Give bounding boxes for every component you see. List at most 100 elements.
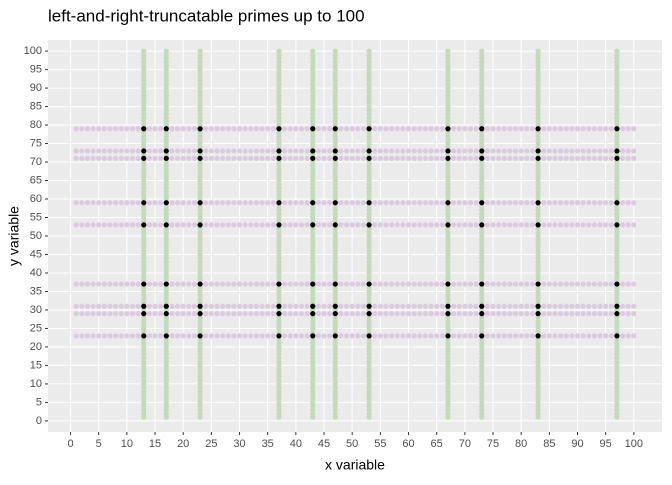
point: [332, 129, 338, 136]
point: [456, 222, 462, 228]
point: [366, 63, 372, 69]
point: [439, 222, 445, 228]
point: [141, 170, 147, 176]
point: [141, 303, 147, 309]
point: [163, 66, 169, 73]
point: [462, 200, 468, 206]
point: [197, 129, 203, 136]
point: [400, 303, 406, 309]
point: [298, 155, 305, 161]
point: [163, 381, 169, 387]
point: [546, 155, 552, 161]
point: [428, 148, 434, 154]
point: [411, 155, 417, 161]
point: [163, 229, 169, 235]
point: [197, 107, 203, 113]
point: [535, 307, 541, 313]
point: [197, 355, 203, 361]
point: [332, 285, 338, 291]
point: [332, 270, 338, 276]
point: [614, 366, 620, 372]
point: [614, 203, 620, 210]
point: [79, 303, 85, 309]
point: [625, 281, 631, 287]
point: [377, 200, 383, 206]
point: [332, 370, 338, 376]
point: [197, 251, 203, 258]
point: [197, 81, 203, 87]
point: [535, 159, 541, 165]
point: [141, 270, 147, 276]
point: [462, 333, 468, 339]
point: [310, 144, 316, 150]
point: [479, 325, 485, 332]
point: [259, 333, 265, 339]
point: [535, 81, 541, 87]
point: [163, 410, 169, 417]
point: [214, 281, 220, 287]
point: [327, 126, 333, 132]
point: [141, 126, 147, 132]
point: [332, 48, 338, 54]
point: [355, 333, 361, 339]
point: [276, 240, 282, 246]
point: [597, 148, 603, 154]
point: [276, 403, 282, 409]
point: [248, 281, 254, 287]
point: [574, 126, 581, 132]
x-axis-title: x variable: [325, 457, 385, 473]
point: [276, 115, 282, 121]
point: [631, 148, 637, 154]
point: [563, 333, 569, 339]
point: [310, 92, 316, 99]
point: [507, 303, 513, 309]
point: [614, 163, 620, 169]
point: [141, 388, 147, 394]
point: [608, 281, 614, 287]
point: [366, 78, 372, 84]
point: [366, 144, 372, 150]
point: [484, 311, 490, 317]
point: [146, 281, 152, 287]
point: [332, 70, 338, 76]
point: [479, 78, 485, 84]
point: [141, 163, 147, 169]
point: [366, 196, 372, 202]
point: [535, 100, 541, 106]
point: [163, 299, 169, 306]
point: [276, 218, 282, 224]
point: [445, 100, 451, 106]
point: [496, 222, 502, 228]
point: [608, 200, 614, 206]
point: [479, 163, 485, 169]
point: [366, 407, 372, 413]
point: [625, 155, 631, 161]
point: [366, 370, 372, 376]
point: [445, 196, 451, 202]
point: [383, 281, 389, 287]
point: [276, 63, 282, 69]
point: [490, 311, 496, 317]
point: [366, 240, 372, 246]
point: [276, 70, 282, 76]
point: [276, 163, 282, 169]
point: [197, 55, 203, 62]
point: [614, 270, 620, 276]
point: [321, 333, 327, 339]
point: [524, 311, 530, 317]
point: [411, 303, 417, 309]
point: [445, 403, 451, 409]
point: [281, 333, 288, 339]
point: [614, 355, 620, 361]
point: [141, 200, 147, 206]
point: [450, 148, 457, 154]
point: [141, 351, 147, 357]
point: [174, 200, 181, 206]
point: [479, 185, 485, 191]
point: [310, 311, 316, 317]
point: [197, 185, 203, 191]
point: [338, 333, 344, 339]
point: [625, 303, 631, 309]
point: [253, 148, 260, 154]
point: [287, 126, 293, 132]
